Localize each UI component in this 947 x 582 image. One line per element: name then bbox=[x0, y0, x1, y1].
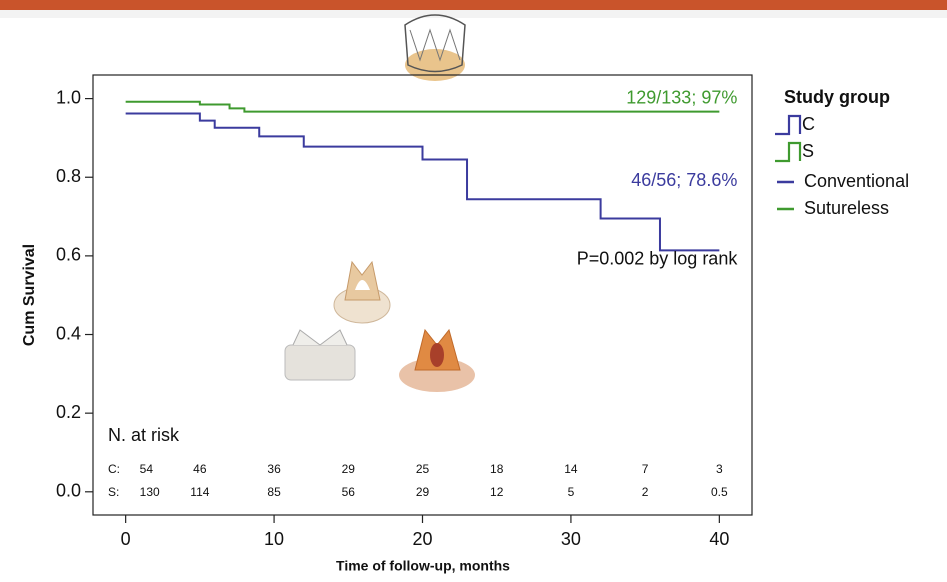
legend-step-icon bbox=[775, 143, 800, 161]
legend-step-icon bbox=[775, 116, 800, 134]
risk-count: 12 bbox=[490, 485, 504, 499]
annotation: 46/56; 78.6% bbox=[631, 170, 737, 190]
x-tick-label: 40 bbox=[709, 529, 729, 549]
risk-count: 2 bbox=[642, 485, 649, 499]
valve-icon-2 bbox=[285, 330, 355, 380]
risk-count: 3 bbox=[716, 462, 723, 476]
risk-count: 0.5 bbox=[711, 485, 728, 499]
y-axis-label: Cum Survival bbox=[21, 244, 38, 346]
y-tick-label: 0.0 bbox=[56, 481, 81, 501]
x-tick-label: 10 bbox=[264, 529, 284, 549]
y-tick-label: 0.6 bbox=[56, 245, 81, 265]
x-tick-label: 20 bbox=[412, 529, 432, 549]
top-bar bbox=[0, 0, 947, 10]
y-tick-label: 1.0 bbox=[56, 87, 81, 107]
legend-title: Study group bbox=[784, 87, 890, 107]
risk-count: 36 bbox=[267, 462, 281, 476]
risk-count: 54 bbox=[140, 462, 154, 476]
risk-count: 29 bbox=[416, 485, 430, 499]
risk-count: 5 bbox=[568, 485, 575, 499]
legend-label: Conventional bbox=[804, 171, 909, 191]
risk-count: 114 bbox=[190, 485, 209, 499]
x-tick-label: 0 bbox=[121, 529, 131, 549]
valve-icon-3 bbox=[399, 330, 475, 392]
chart: Time of follow-up, months Cum Survival 0… bbox=[0, 0, 947, 582]
risk-count: 18 bbox=[490, 462, 504, 476]
legend-label: S bbox=[802, 141, 814, 161]
y-tick-label: 0.2 bbox=[56, 402, 81, 422]
x-axis-label: Time of follow-up, months bbox=[336, 558, 510, 574]
annotation: 129/133; 97% bbox=[626, 87, 737, 107]
plot-frame bbox=[93, 75, 752, 515]
risk-row-label: S: bbox=[108, 485, 119, 499]
risk-count: 14 bbox=[564, 462, 578, 476]
risk-row-label: C: bbox=[108, 462, 120, 476]
risk-count: 25 bbox=[416, 462, 430, 476]
valve-icon-1 bbox=[334, 262, 390, 323]
valve-icon-top bbox=[405, 15, 465, 81]
y-tick-label: 0.4 bbox=[56, 323, 81, 343]
risk-count: 130 bbox=[140, 485, 160, 499]
legend-label: C bbox=[802, 114, 815, 134]
top-band bbox=[0, 10, 947, 18]
risk-count: 56 bbox=[342, 485, 356, 499]
risk-table-title: N. at risk bbox=[108, 425, 180, 445]
risk-count: 29 bbox=[342, 462, 356, 476]
risk-count: 7 bbox=[642, 462, 649, 476]
annotation: P=0.002 by log rank bbox=[577, 249, 739, 269]
risk-count: 85 bbox=[267, 485, 281, 499]
y-tick-label: 0.8 bbox=[56, 166, 81, 186]
risk-count: 46 bbox=[193, 462, 207, 476]
x-tick-label: 30 bbox=[561, 529, 581, 549]
legend-label: Sutureless bbox=[804, 198, 889, 218]
